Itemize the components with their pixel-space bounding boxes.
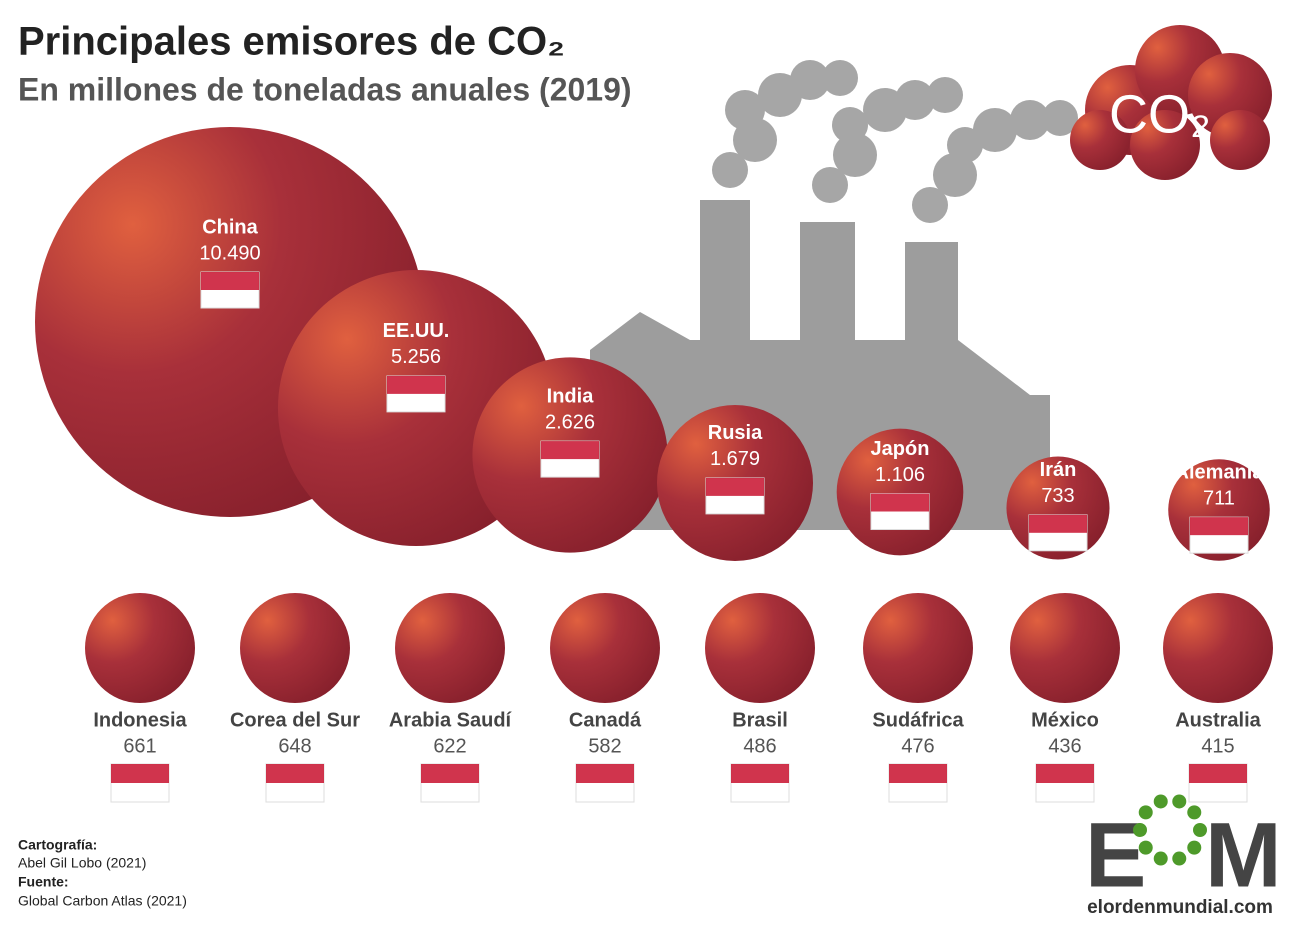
bubble <box>705 593 815 703</box>
country-label: EE.UU. <box>383 320 450 342</box>
logo-url: elordenmundial.com <box>1087 897 1273 918</box>
country-label: Canadá <box>569 709 642 731</box>
logo-dot <box>1172 851 1187 866</box>
logo-dot <box>1187 840 1202 855</box>
country-label: México <box>1031 709 1099 731</box>
value-label: 415 <box>1201 735 1234 757</box>
logo-ring <box>1133 794 1207 866</box>
value-label: 1.106 <box>875 464 925 486</box>
value-label: 661 <box>123 735 156 757</box>
value-label: 2.626 <box>545 411 595 433</box>
co2-cloud <box>1070 25 1272 180</box>
credit: Global Carbon Atlas (2021) <box>18 893 187 909</box>
flag-band <box>111 764 169 783</box>
credit-heading: Fuente: <box>18 874 69 890</box>
value-label: 476 <box>901 735 934 757</box>
flag-band <box>1189 764 1247 783</box>
value-label: 486 <box>743 735 776 757</box>
country-label: Indonesia <box>93 709 187 731</box>
flag-band <box>541 441 599 460</box>
bubbles: China 10.490 EE.UU. 5.256 India 2.626 Rusia 1.6… <box>35 127 1273 803</box>
bubble <box>1163 593 1273 703</box>
logo-letter: M <box>1205 804 1282 906</box>
flag-band <box>1029 514 1087 533</box>
logo-dot <box>1153 851 1168 866</box>
flag-band <box>871 493 929 512</box>
country-label: Rusia <box>708 422 763 444</box>
country-label: Irán <box>1040 459 1077 481</box>
value-label: 622 <box>433 735 466 757</box>
logo-dot <box>1193 823 1207 837</box>
flag-band <box>731 764 789 783</box>
country-label: Sudáfrica <box>872 709 964 731</box>
flag-band <box>387 375 445 394</box>
bubble <box>85 593 195 703</box>
flag-band <box>706 477 764 496</box>
title: Principales emisores de CO₂ <box>18 20 565 64</box>
value-label: 1.679 <box>710 448 760 470</box>
value-label: 733 <box>1041 485 1074 507</box>
country-label: Alemania <box>1175 461 1265 483</box>
logo: E M elordenmundial.com <box>1085 794 1282 918</box>
flag-band <box>1190 517 1248 536</box>
subtitle: En millones de toneladas anuales (2019) <box>18 71 632 107</box>
country-label: India <box>547 385 595 407</box>
credit-heading: Cartografía: <box>18 837 97 853</box>
bubble <box>395 593 505 703</box>
logo-dot <box>1153 794 1168 809</box>
bubble <box>863 593 973 703</box>
flag-band <box>266 764 324 783</box>
bubble <box>836 428 964 556</box>
value-label: 711 <box>1203 487 1235 509</box>
logo-letter: E <box>1085 804 1146 906</box>
flag-band <box>576 764 634 783</box>
country-label: Brasil <box>732 709 788 731</box>
flag-band <box>201 272 259 290</box>
logo-dot <box>1187 805 1202 820</box>
logo-dot <box>1172 794 1187 809</box>
bubble <box>1010 593 1120 703</box>
credit: Abel Gil Lobo (2021) <box>18 855 146 871</box>
value-label: 582 <box>588 735 621 757</box>
logo-dot <box>1133 823 1147 837</box>
value-label: 648 <box>278 735 311 757</box>
value-label: 436 <box>1048 735 1081 757</box>
logo-dot <box>1138 805 1153 820</box>
country-label: Corea del Sur <box>230 709 360 731</box>
bubble <box>550 593 660 703</box>
value-label: 10.490 <box>199 242 260 264</box>
cloud-label: CO₂ <box>1109 84 1211 144</box>
country-label: Japón <box>871 438 930 460</box>
logo-dot <box>1138 840 1153 855</box>
bubble <box>240 593 350 703</box>
country-label: Arabia Saudí <box>389 709 513 731</box>
country-label: Australia <box>1175 709 1261 731</box>
value-label: 5.256 <box>391 346 441 368</box>
country-label: China <box>202 216 258 238</box>
flag-band <box>1036 764 1094 783</box>
flag-band <box>421 764 479 783</box>
flag-band <box>889 764 947 783</box>
